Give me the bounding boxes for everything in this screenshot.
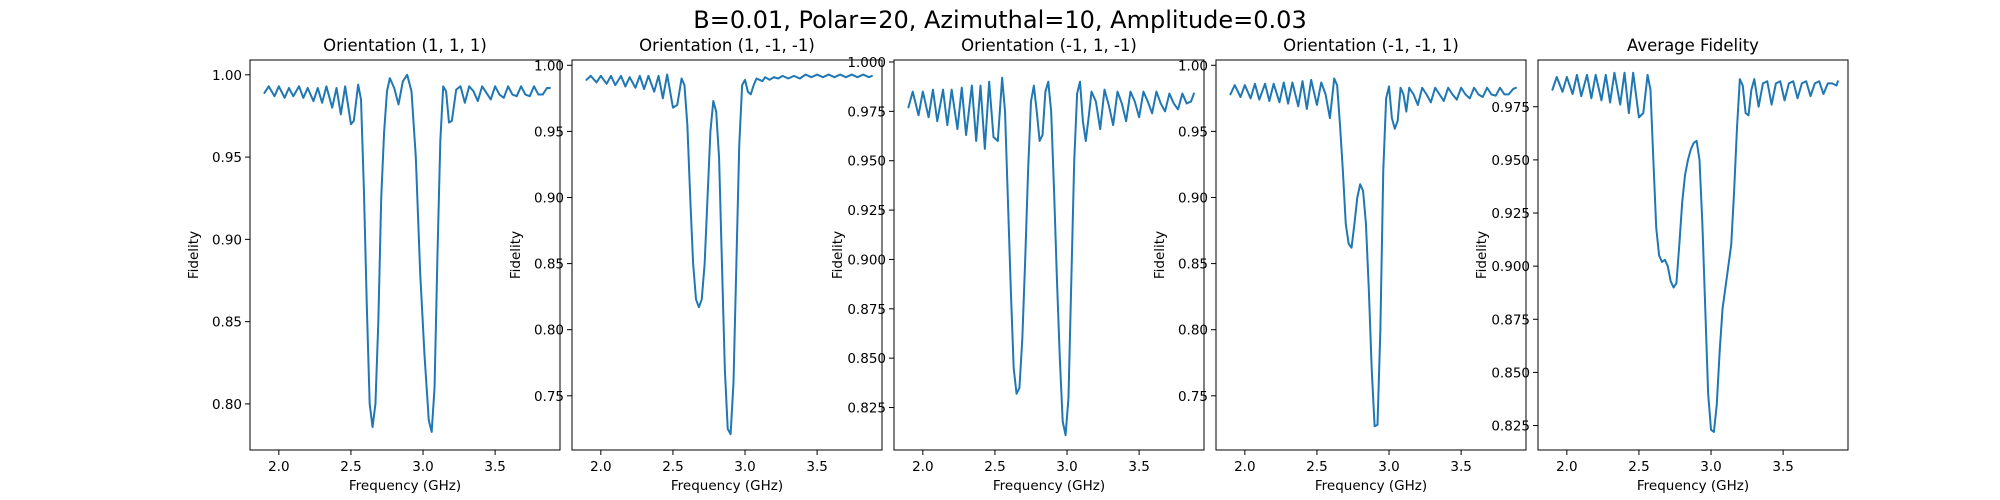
x-tick-label: 3.0: [1056, 459, 1077, 475]
x-tick-label: 2.0: [268, 459, 289, 475]
y-tick-label: 0.975: [1491, 100, 1530, 116]
subplot-title: Orientation (-1, -1, 1): [1283, 36, 1459, 55]
y-tick-label: 1.000: [847, 55, 886, 71]
x-axis-label: Frequency (GHz): [349, 478, 461, 494]
x-axis-label: Frequency (GHz): [1637, 478, 1749, 494]
y-tick-label: 0.85: [1178, 257, 1208, 273]
y-tick-label: 0.85: [534, 257, 564, 273]
x-tick-label: 2.5: [1306, 459, 1327, 475]
series-line-1: [1551, 71, 1839, 433]
x-tick-label: 2.0: [590, 459, 611, 475]
plot-frame: [893, 59, 1205, 451]
x-tick-label: 3.0: [734, 459, 755, 475]
y-tick-label: 0.825: [1491, 419, 1530, 435]
y-tick-label: 0.900: [1491, 259, 1530, 275]
subplot-4: Orientation (-1, -1, 1) 2.0 2.5 3.0 3.5 0.75 0…: [1152, 36, 1527, 494]
x-tick-label: 2.5: [984, 459, 1005, 475]
plot-frame: [1215, 59, 1527, 451]
y-tick-label: 0.90: [534, 190, 564, 206]
series-line-1: [907, 76, 1195, 437]
y-tick-label: 0.875: [1491, 312, 1530, 328]
y-tick-label: 0.85: [212, 315, 242, 331]
subplot-title: Orientation (1, -1, -1): [639, 36, 815, 55]
x-tick-label: 2.0: [1234, 459, 1255, 475]
series-line-1: [1229, 77, 1517, 428]
y-tick-label: 0.925: [1491, 206, 1530, 222]
subplot-3: Orientation (-1, 1, -1) 2.0 2.5 3.0 3.5 0.825…: [830, 36, 1205, 494]
x-tick-label: 3.5: [1772, 459, 1793, 475]
x-axis-label: Frequency (GHz): [993, 478, 1105, 494]
subplot-2: Orientation (1, -1, -1) 2.0 2.5 3.0 3.5 0.75 0…: [508, 36, 883, 494]
x-tick-label: 3.5: [484, 459, 505, 475]
plot-frame: [249, 59, 561, 451]
x-tick-label: 3.5: [1128, 459, 1149, 475]
x-tick-label: 2.0: [1556, 459, 1577, 475]
subplot-title: Orientation (-1, 1, -1): [961, 36, 1137, 55]
series-line-1: [263, 73, 551, 433]
y-tick-label: 0.80: [212, 397, 242, 413]
y-tick-label: 1.00: [1178, 58, 1208, 74]
plot-frame: [571, 59, 883, 451]
x-axis-label: Frequency (GHz): [671, 478, 783, 494]
y-tick-label: 1.00: [212, 68, 242, 84]
subplot-title: Orientation (1, 1, 1): [323, 36, 487, 55]
y-axis-label: Fidelity: [186, 231, 202, 279]
y-tick-label: 0.95: [534, 124, 564, 140]
y-tick-label: 0.850: [1491, 365, 1530, 381]
subplot-title: Average Fidelity: [1627, 36, 1759, 55]
subplot-1: Orientation (1, 1, 1) 2.0 2.5 3.0 3.5 0.80 0.8…: [186, 36, 561, 494]
x-tick-label: 2.0: [912, 459, 933, 475]
x-tick-label: 3.5: [806, 459, 827, 475]
x-tick-label: 3.0: [412, 459, 433, 475]
y-tick-label: 0.80: [534, 323, 564, 339]
y-tick-label: 0.95: [1178, 124, 1208, 140]
y-tick-label: 0.925: [847, 203, 886, 219]
y-tick-label: 0.95: [212, 150, 242, 166]
y-tick-label: 0.950: [1491, 153, 1530, 169]
x-tick-label: 3.0: [1378, 459, 1399, 475]
y-tick-label: 0.90: [212, 232, 242, 248]
y-axis-label: Fidelity: [1474, 231, 1490, 279]
y-tick-label: 0.950: [847, 154, 886, 170]
x-tick-label: 2.5: [1628, 459, 1649, 475]
x-tick-label: 2.5: [662, 459, 683, 475]
y-tick-label: 0.90: [1178, 190, 1208, 206]
y-tick-label: 0.825: [847, 401, 886, 417]
y-tick-label: 0.75: [1178, 389, 1208, 405]
y-tick-label: 1.00: [534, 58, 564, 74]
y-axis-label: Fidelity: [508, 231, 524, 279]
y-tick-label: 0.900: [847, 252, 886, 268]
series-line-1: [585, 73, 873, 436]
y-tick-label: 0.875: [847, 302, 886, 318]
x-axis-label: Frequency (GHz): [1315, 478, 1427, 494]
y-axis-label: Fidelity: [1152, 231, 1168, 279]
y-tick-label: 0.975: [847, 104, 886, 120]
plot-frame: [1537, 59, 1849, 451]
subplots: Orientation (1, 1, 1) 2.0 2.5 3.0 3.5 0.80 0.8…: [186, 36, 1849, 494]
y-tick-label: 0.75: [534, 389, 564, 405]
y-tick-label: 0.80: [1178, 323, 1208, 339]
x-tick-label: 2.5: [340, 459, 361, 475]
figure-title: B=0.01, Polar=20, Azimuthal=10, Amplitud…: [693, 6, 1306, 34]
y-tick-label: 0.850: [847, 351, 886, 367]
x-tick-label: 3.0: [1700, 459, 1721, 475]
subplot-5: Average Fidelity 2.0 2.5 3.0 3.5 0.825 0.850 0.…: [1474, 36, 1849, 494]
x-tick-label: 3.5: [1450, 459, 1471, 475]
y-axis-label: Fidelity: [830, 231, 846, 279]
